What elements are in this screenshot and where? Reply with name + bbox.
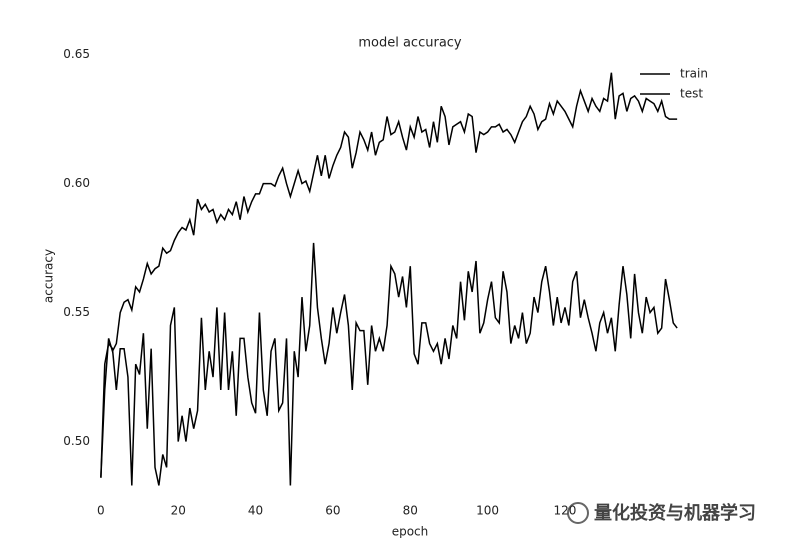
y-tick-label: 0.60: [63, 176, 90, 190]
chart-title: model accuracy: [358, 36, 462, 51]
x-axis-label: epoch: [392, 525, 429, 539]
x-tick-label: 40: [248, 504, 263, 518]
x-tick-label: 60: [325, 504, 340, 518]
watermark-icon: [567, 502, 589, 524]
y-axis-label: accuracy: [42, 249, 56, 303]
watermark: 量化投资与机器学习: [594, 502, 756, 524]
y-tick-label: 0.65: [63, 47, 90, 61]
y-tick-label: 0.50: [63, 434, 90, 448]
x-tick-label: 20: [171, 504, 186, 518]
x-tick-label: 0: [97, 504, 105, 518]
x-tick-label: 100: [476, 504, 499, 518]
legend-label: train: [680, 67, 708, 81]
legend-label: test: [680, 87, 703, 101]
x-tick-label: 80: [403, 504, 418, 518]
x-tick-label: 120: [554, 504, 577, 518]
series-line: [100, 72, 678, 478]
y-tick-label: 0.55: [63, 305, 90, 319]
series-line: [100, 242, 678, 486]
